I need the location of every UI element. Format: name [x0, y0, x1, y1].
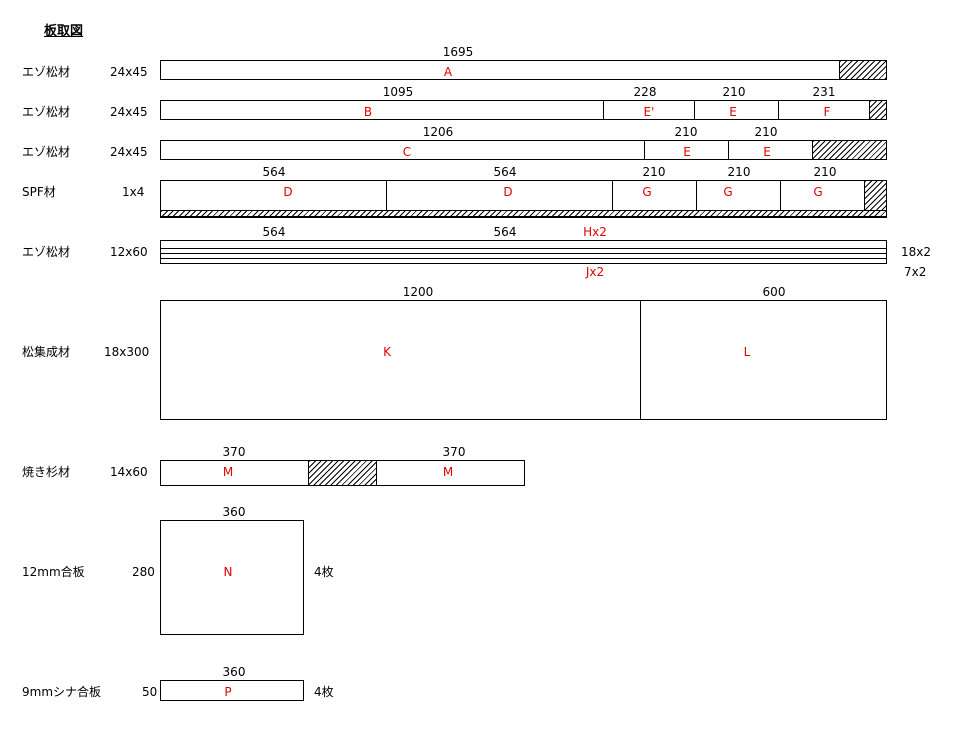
cut-line	[694, 100, 695, 120]
quantity-label: 4枚	[314, 685, 334, 699]
quantity-label: 7x2	[904, 265, 927, 279]
material-name: エゾ松材	[22, 245, 71, 259]
part-label: M	[442, 465, 454, 479]
dimension-label: 370	[442, 445, 466, 459]
strip-edge	[886, 240, 887, 264]
cut-line	[644, 140, 645, 160]
board-bar	[160, 60, 887, 80]
dimension-label: 210	[727, 165, 751, 179]
part-label: G	[642, 185, 652, 199]
part-label: Hx2	[583, 225, 607, 239]
dimension-label: 210	[674, 125, 698, 139]
dimension-label: 1095	[382, 85, 414, 99]
cut-line	[640, 300, 641, 420]
dimension-label: 210	[722, 85, 746, 99]
dimension-label: 1206	[422, 125, 454, 139]
material-name: エゾ松材	[22, 65, 71, 79]
part-label: L	[743, 345, 751, 359]
dimension-label: 564	[262, 165, 286, 179]
material-size: 24x45	[110, 65, 148, 79]
dimension-label: 360	[222, 665, 246, 679]
cut-line	[603, 100, 604, 120]
board-bar	[160, 140, 887, 160]
part-label: D	[503, 185, 513, 199]
dimension-label: 600	[762, 285, 786, 299]
part-label: G	[723, 185, 733, 199]
waste-hatch	[839, 61, 886, 79]
part-label: M	[222, 465, 234, 479]
material-name: エゾ松材	[22, 145, 71, 159]
part-label: B	[363, 105, 373, 119]
material-size: 50	[142, 685, 158, 699]
strip-line	[160, 263, 887, 264]
waste-hatch-strip	[161, 210, 886, 217]
part-label: P	[224, 685, 232, 699]
material-size: 24x45	[110, 145, 148, 159]
strip-line	[160, 248, 887, 249]
material-size: 1x4	[122, 185, 145, 199]
material-name: 9mmシナ合板	[22, 685, 102, 699]
part-label: K	[383, 345, 391, 359]
waste-hatch	[812, 141, 886, 159]
board-bar	[160, 680, 304, 701]
dimension-label: 228	[633, 85, 657, 99]
part-label: A	[443, 65, 453, 79]
strip-line	[160, 240, 887, 241]
part-label: N	[223, 565, 233, 579]
cut-line	[386, 180, 387, 210]
cut-line	[612, 180, 613, 210]
board-bar	[160, 100, 887, 120]
part-label: Jx2	[585, 265, 605, 279]
part-label: E'	[643, 105, 655, 119]
material-size: 24x45	[110, 105, 148, 119]
material-name: SPF材	[22, 185, 56, 199]
dimension-label: 1200	[402, 285, 434, 299]
material-name: エゾ松材	[22, 105, 71, 119]
material-name: 焼き杉材	[22, 465, 71, 479]
board-panel	[160, 300, 887, 420]
waste-hatch	[869, 101, 886, 119]
dimension-label: 1695	[442, 45, 474, 59]
cut-line	[728, 140, 729, 160]
cut-line	[696, 180, 697, 210]
dimension-label: 210	[642, 165, 666, 179]
dimension-label: 564	[493, 165, 517, 179]
part-label: E	[729, 105, 737, 119]
material-size: 18x300	[104, 345, 150, 359]
material-size: 280	[132, 565, 155, 579]
part-label: D	[283, 185, 293, 199]
cut-line	[778, 100, 779, 120]
part-label: E	[763, 145, 771, 159]
dimension-label: 210	[813, 165, 837, 179]
quantity-label: 18x2	[901, 245, 932, 259]
part-label: G	[813, 185, 823, 199]
dimension-label: 210	[754, 125, 778, 139]
waste-hatch	[308, 461, 377, 485]
material-size: 12x60	[110, 245, 148, 259]
strip-line	[160, 258, 887, 259]
cut-line	[780, 180, 781, 210]
dimension-label: 360	[222, 505, 246, 519]
part-label: E	[683, 145, 691, 159]
dimension-label: 231	[812, 85, 836, 99]
part-label: F	[823, 105, 831, 119]
part-label: C	[402, 145, 412, 159]
strip-line	[160, 253, 887, 254]
page-title: 板取図	[44, 24, 84, 39]
material-name: 12mm合板	[22, 565, 85, 579]
board-panel	[160, 520, 304, 635]
waste-hatch	[864, 181, 886, 210]
material-name: 松集成材	[22, 345, 71, 359]
dimension-label: 564	[262, 225, 286, 239]
dimension-label: 564	[493, 225, 517, 239]
dimension-label: 370	[222, 445, 246, 459]
material-size: 14x60	[110, 465, 148, 479]
strip-edge	[160, 240, 161, 264]
quantity-label: 4枚	[314, 565, 334, 579]
